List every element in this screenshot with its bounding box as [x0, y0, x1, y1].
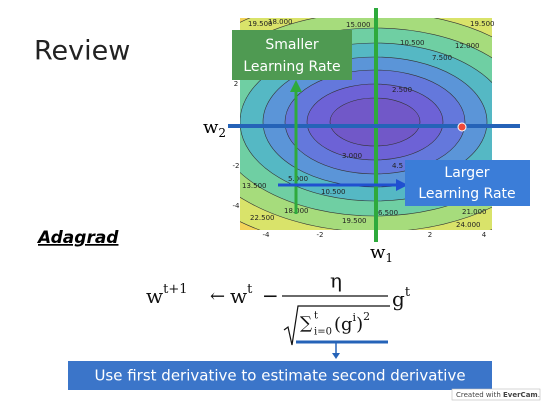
- x-tick-label: -2: [317, 231, 324, 239]
- contour-label: 6.500: [378, 209, 398, 217]
- contour-label: 13.500: [242, 182, 267, 190]
- watermark: Created with EverCam.: [456, 391, 540, 399]
- contour-label: 5.000: [288, 175, 308, 183]
- contour-label: 3.000: [342, 152, 362, 160]
- formula-part: η: [330, 269, 342, 293]
- x-tick-label: 4: [482, 231, 487, 239]
- current-point: [457, 122, 467, 132]
- formula-part: i=0: [314, 327, 332, 338]
- contour-label: 19.500: [248, 20, 273, 28]
- x-tick-label: 2: [428, 231, 432, 239]
- arrow-head: [396, 179, 408, 191]
- method-name: Adagrad: [36, 228, 119, 248]
- contour-label: 19.500: [342, 217, 367, 225]
- sqrt-sign: [283, 305, 390, 346]
- tick-labels: -4 -2 2 4 2 -2 -4: [233, 80, 487, 239]
- contour-label: 19.500: [470, 20, 495, 28]
- banner: [68, 361, 492, 390]
- formula-part: ∑: [300, 314, 312, 334]
- contour-label: 22.500: [250, 214, 275, 222]
- formula-part: −: [262, 284, 279, 308]
- box-text: Larger: [444, 165, 489, 181]
- contour-label: 15.000: [346, 21, 371, 29]
- smaller-box: [232, 30, 352, 80]
- x-tick-label: -4: [263, 231, 271, 239]
- formula-part: (gi)2: [334, 310, 370, 335]
- banner-text: Use first derivative to estimate second …: [94, 367, 465, 385]
- formula-part: t: [314, 311, 318, 322]
- watermark-box: [451, 388, 541, 401]
- slide-title: Review: [34, 36, 130, 67]
- contour-label: 24.000: [456, 221, 481, 229]
- contour-label: 21.000: [462, 208, 487, 216]
- contour-label: 2.500: [392, 86, 412, 94]
- formula-part: ←: [210, 286, 225, 307]
- box-text: Learning Rate: [418, 186, 515, 202]
- w1-label: w1: [370, 242, 393, 265]
- contour-label: 7.500: [432, 54, 452, 62]
- contour-label: 18.000: [268, 18, 293, 26]
- formula: wt+1 ← wt − η ∑ t i=0 (gi)2 gt: [146, 269, 411, 346]
- box-text: Learning Rate: [243, 59, 340, 75]
- y-tick-label: -4: [233, 202, 241, 210]
- arrow-head: [290, 80, 302, 92]
- y-tick-label: 2: [234, 80, 238, 88]
- y-tick-label: -2: [233, 162, 240, 170]
- box-text: Smaller: [265, 37, 318, 53]
- contour-label: 12.000: [455, 42, 480, 50]
- formula-part: wt+1: [146, 282, 188, 308]
- w2-label: w2: [203, 117, 226, 140]
- larger-box: [405, 160, 530, 206]
- formula-part: wt: [230, 282, 253, 308]
- formula-part: gt: [392, 285, 411, 311]
- contour-label: 10.500: [400, 39, 425, 47]
- contour-label: 4.5: [392, 162, 403, 170]
- contour-label: 10.500: [321, 188, 346, 196]
- arrow-head: [332, 353, 340, 359]
